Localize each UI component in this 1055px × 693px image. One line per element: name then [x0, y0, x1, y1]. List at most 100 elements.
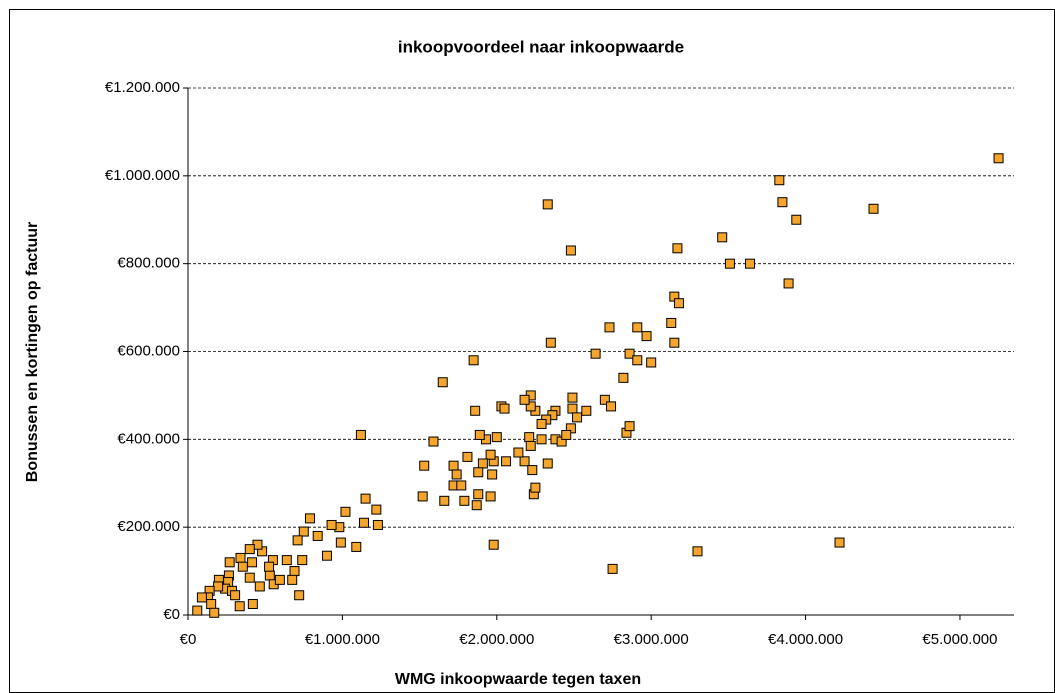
point	[673, 298, 684, 309]
point	[326, 519, 337, 530]
y-tick-label: €1.000.000	[105, 167, 180, 184]
point	[542, 199, 553, 210]
point	[477, 458, 488, 469]
point	[360, 493, 371, 504]
point	[774, 175, 785, 186]
point	[624, 348, 635, 359]
point	[519, 394, 530, 405]
y-tick-label: €0	[163, 606, 180, 623]
point	[237, 561, 248, 572]
point	[312, 530, 323, 541]
point	[485, 491, 496, 502]
point	[451, 469, 462, 480]
y-tick-label: €800.000	[117, 255, 180, 272]
point	[501, 456, 512, 467]
point	[536, 434, 547, 445]
point	[525, 440, 536, 451]
point	[606, 401, 617, 412]
point	[281, 555, 292, 566]
chart-title: inkoopvoordeel naar inkoopwaarde	[398, 37, 684, 56]
point	[473, 467, 484, 478]
point	[868, 203, 879, 214]
point	[672, 243, 683, 254]
point	[565, 245, 576, 256]
point	[783, 278, 794, 289]
point	[530, 482, 541, 493]
point	[230, 590, 241, 601]
point	[513, 447, 524, 458]
point	[581, 405, 592, 416]
point	[545, 337, 556, 348]
point	[289, 566, 300, 577]
point	[525, 401, 536, 412]
point	[624, 421, 635, 432]
point	[567, 392, 578, 403]
point	[499, 403, 510, 414]
point	[744, 258, 755, 269]
point	[355, 429, 366, 440]
point	[590, 348, 601, 359]
point	[474, 429, 485, 440]
x-tick-label: €3.000.000	[614, 631, 689, 648]
point	[459, 495, 470, 506]
point	[607, 563, 618, 574]
point	[485, 449, 496, 460]
point	[428, 436, 439, 447]
point	[519, 456, 530, 467]
x-tick-label: €4.000.000	[768, 631, 843, 648]
point	[340, 506, 351, 517]
point	[993, 153, 1004, 164]
point	[646, 357, 657, 368]
y-tick-label: €400.000	[117, 430, 180, 447]
point	[419, 460, 430, 471]
point	[372, 519, 383, 530]
x-axis-label: WMG inkoopwaarde tegen taxen	[395, 671, 641, 688]
point	[448, 460, 459, 471]
point	[456, 480, 467, 491]
point	[335, 537, 346, 548]
point	[247, 599, 258, 610]
point	[724, 258, 735, 269]
point	[417, 491, 428, 502]
point	[254, 581, 265, 592]
point	[791, 214, 802, 225]
point	[618, 372, 629, 383]
point	[473, 489, 484, 500]
point	[567, 403, 578, 414]
point	[304, 513, 315, 524]
point	[717, 232, 728, 243]
point	[298, 526, 309, 537]
point	[561, 429, 572, 440]
y-axis-label: Bonussen en kortingen op factuur	[24, 222, 41, 482]
x-tick-label: €2.000.000	[459, 631, 534, 648]
y-tick-label: €600.000	[117, 342, 180, 359]
point	[468, 355, 479, 366]
point	[206, 599, 217, 610]
point	[439, 495, 450, 506]
point	[196, 592, 207, 603]
point	[247, 557, 258, 568]
point	[536, 418, 547, 429]
point	[294, 590, 305, 601]
point	[527, 465, 538, 476]
point	[371, 504, 382, 515]
point	[264, 570, 275, 581]
point	[487, 469, 498, 480]
point	[470, 405, 481, 416]
point	[632, 322, 643, 333]
point	[244, 544, 255, 555]
point	[224, 557, 235, 568]
point	[572, 412, 583, 423]
point	[292, 535, 303, 546]
point	[264, 561, 275, 572]
point	[599, 394, 610, 405]
x-tick-label: €0	[180, 631, 197, 648]
point	[632, 355, 643, 366]
point	[351, 541, 362, 552]
point	[488, 539, 499, 550]
point	[274, 574, 285, 585]
point	[437, 377, 448, 388]
point	[234, 601, 245, 612]
point	[471, 500, 482, 511]
